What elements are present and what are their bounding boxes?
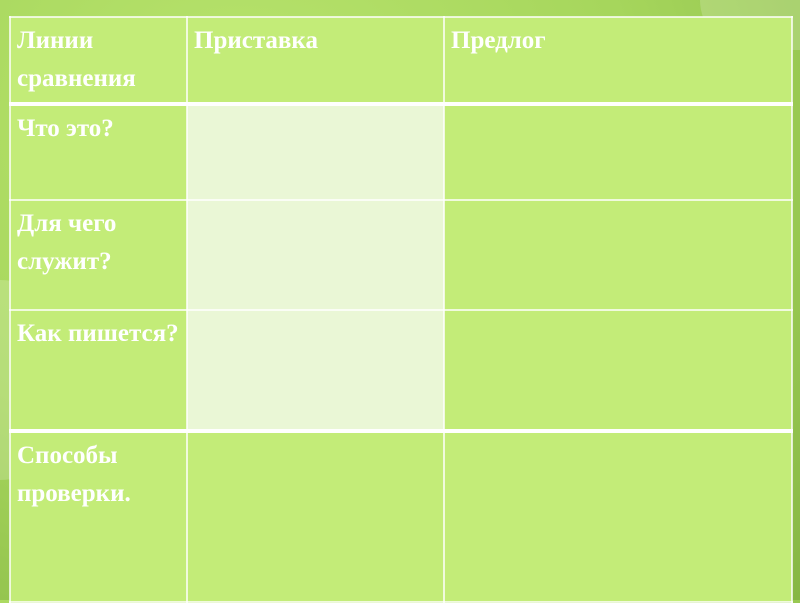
- table-row: Что это?: [9, 103, 793, 201]
- table-cell[interactable]: [186, 429, 445, 603]
- row-label: Что это?: [9, 103, 188, 201]
- header-cell: Линии сравнения: [9, 16, 188, 106]
- table-cell[interactable]: [443, 199, 793, 311]
- table-header-row: Линии сравнения Приставка Предлог: [9, 16, 793, 106]
- table-row: Для чего служит?: [9, 199, 793, 311]
- comparison-table: Линии сравнения Приставка Предлог Что эт…: [9, 16, 793, 603]
- table-cell[interactable]: [186, 199, 445, 311]
- table-cell[interactable]: [443, 309, 793, 432]
- row-label: Как пишется?: [9, 309, 188, 432]
- row-label: Для чего служит?: [9, 199, 188, 311]
- table-cell[interactable]: [443, 429, 793, 603]
- header-cell: Приставка: [186, 16, 445, 106]
- table-cell[interactable]: [443, 103, 793, 201]
- table-row: Способы проверки.: [9, 429, 793, 603]
- table-cell[interactable]: [186, 309, 445, 432]
- header-cell: Предлог: [443, 16, 793, 106]
- table-row: Как пишется?: [9, 309, 793, 432]
- table-cell[interactable]: [186, 103, 445, 201]
- row-label: Способы проверки.: [9, 429, 188, 603]
